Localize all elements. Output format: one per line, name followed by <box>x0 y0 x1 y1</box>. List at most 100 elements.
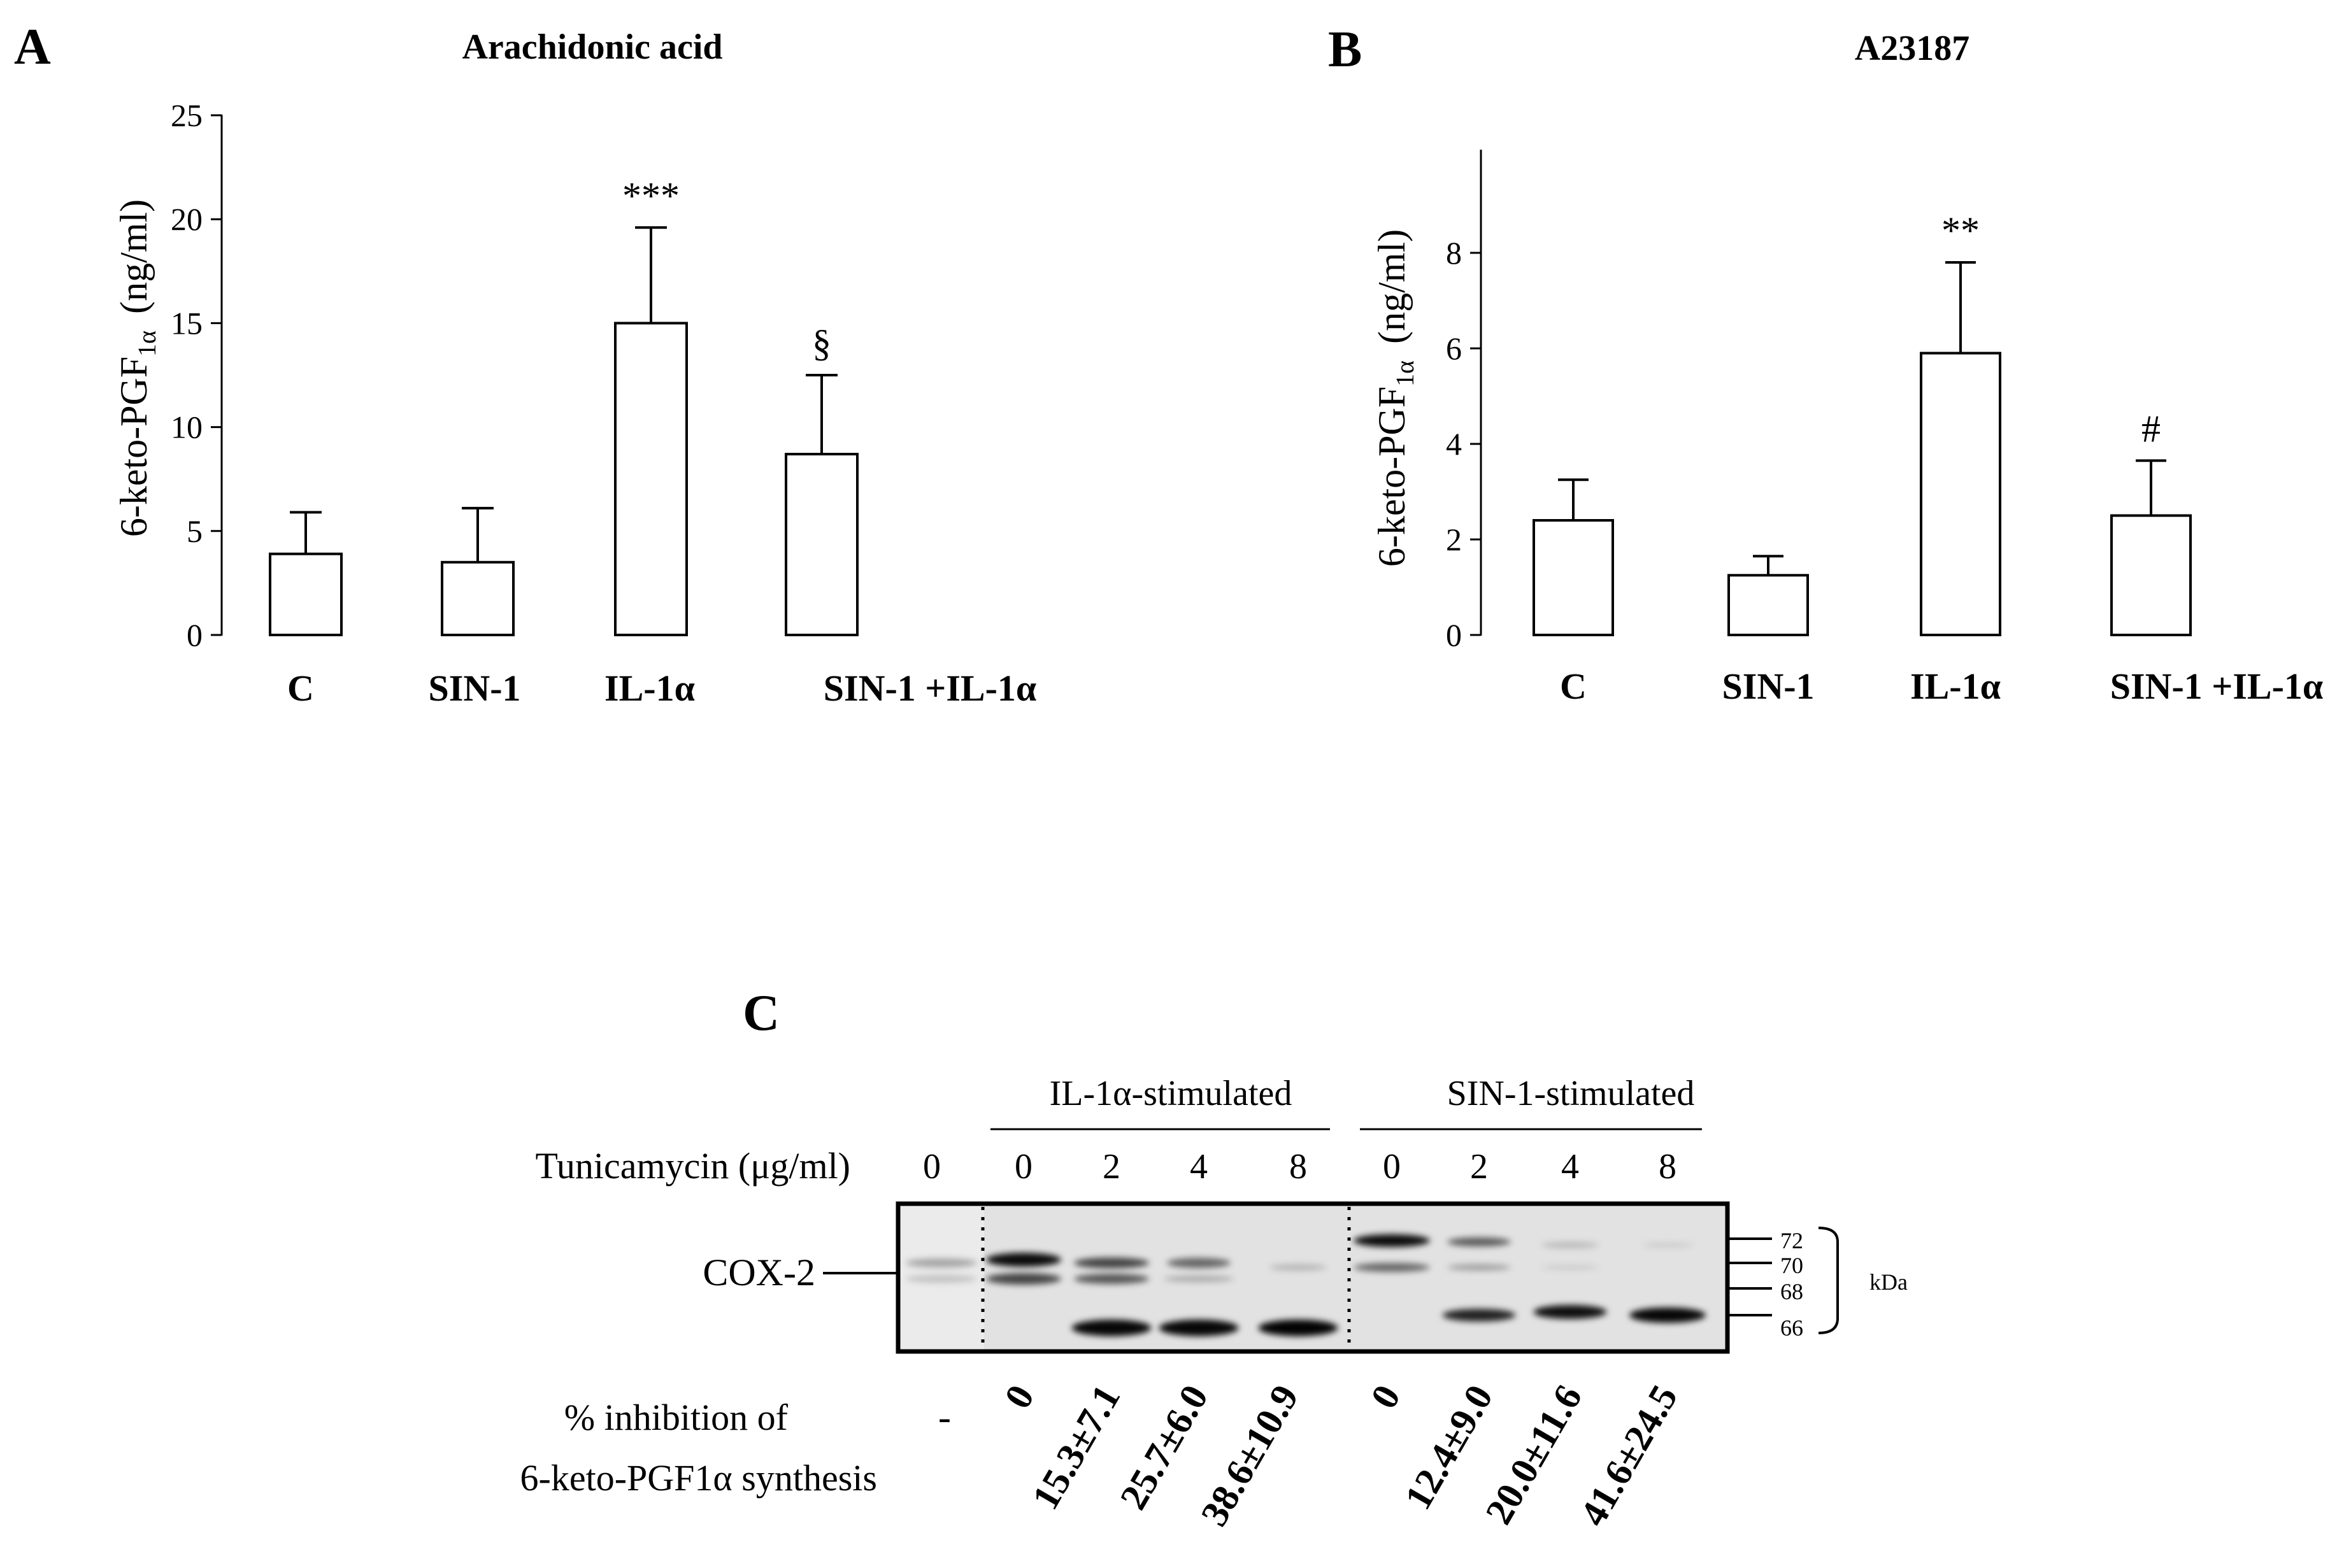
panel-b-ylabel-unit: (ng/ml) <box>1371 229 1413 344</box>
kda-68: 68 <box>1780 1279 1803 1304</box>
lane-label: 0 <box>1015 1147 1033 1187</box>
y-tick-label: 8 <box>1446 235 1462 271</box>
lane-label: 2 <box>1103 1147 1120 1187</box>
blot-band <box>1541 1265 1599 1270</box>
lane-label: 0 <box>923 1147 941 1187</box>
kda-66: 66 <box>1780 1315 1803 1341</box>
inhibition-value: 41.6±24.5 <box>1572 1378 1686 1533</box>
panel-a-ticks: 0 5 10 15 20 25 <box>171 97 222 653</box>
y-tick-label: 0 <box>1446 617 1462 653</box>
bar <box>785 453 859 636</box>
category-label: SIN-1 +IL-1α <box>2110 666 2324 707</box>
lane-label: 4 <box>1561 1147 1579 1187</box>
lane-label: 8 <box>1659 1147 1676 1187</box>
blot-band <box>986 1253 1061 1267</box>
panel-a-category-labels: C SIN-1 IL-1α SIN-1 +IL-1α <box>287 667 1036 709</box>
category-label: SIN-1 +IL-1α <box>824 667 1037 709</box>
bar <box>1920 352 2001 636</box>
lane-label: 2 <box>1470 1147 1488 1187</box>
y-tick-label: 25 <box>171 97 203 133</box>
blot-band <box>1533 1305 1607 1319</box>
significance-mark: § <box>812 322 831 364</box>
y-tick-label: 15 <box>171 305 203 341</box>
blot-band <box>1258 1320 1338 1336</box>
blot-band <box>1642 1243 1693 1248</box>
panel-b-ylabel-sub: 1α <box>1390 360 1419 387</box>
panel-c-letter: C <box>743 985 780 1041</box>
kda-72: 72 <box>1780 1228 1803 1253</box>
inhibition-value: 0 <box>1362 1378 1408 1416</box>
panel-a-bars: *** § <box>269 175 859 637</box>
panel-b: B A23187 6-keto-PGF1α (ng/ml) 0 2 4 6 8 ** # C… <box>1328 22 2323 707</box>
blot-band <box>1541 1242 1599 1248</box>
panel-b-category-labels: C SIN-1 IL-1α SIN-1 +IL-1α <box>1560 666 2323 707</box>
y-tick-label: 0 <box>187 617 203 653</box>
blot-band <box>1354 1263 1430 1272</box>
blot-frame <box>896 1201 1730 1354</box>
blot-band <box>1164 1276 1234 1282</box>
lane-label: 8 <box>1289 1147 1307 1187</box>
panel-b-ticks: 0 2 4 6 8 <box>1446 235 1481 653</box>
panel-b-ylabel-main: 6-keto-PGF <box>1371 387 1413 567</box>
blot-band <box>1447 1237 1511 1246</box>
kda-unit: kDa <box>1869 1269 1908 1295</box>
panel-b-title: A23187 <box>1855 29 1969 68</box>
bar <box>2110 514 2192 636</box>
category-label: IL-1α <box>604 667 695 709</box>
inhibition-value: 0 <box>996 1378 1042 1416</box>
y-tick-label: 5 <box>187 513 203 549</box>
bar <box>441 560 515 637</box>
panel-b-ylabel: 6-keto-PGF1α (ng/ml) <box>1371 229 1419 567</box>
y-tick-label: 6 <box>1446 331 1462 366</box>
kda-markers: 72 70 68 66 kDa <box>1727 1227 1908 1341</box>
tunicamycin-label: Tunicamycin (μg/ml) <box>535 1145 850 1187</box>
category-label: C <box>1560 666 1587 707</box>
y-tick-label: 20 <box>171 201 203 237</box>
group-label-il1a: IL-1α-stimulated <box>1050 1074 1292 1113</box>
category-label: C <box>287 667 314 709</box>
blot-band <box>1074 1257 1149 1269</box>
blot-band <box>1442 1309 1516 1322</box>
significance-mark: ** <box>1941 210 1980 252</box>
bar <box>269 552 343 636</box>
blot-band <box>1629 1308 1706 1323</box>
panel-c: C IL-1α-stimulated SIN-1-stimulated Tuni… <box>520 985 1908 1533</box>
inhibition-label-line1: % inhibition of <box>564 1397 789 1438</box>
blot-band <box>1269 1264 1327 1271</box>
significance-mark: # <box>2141 408 2161 450</box>
inhibition-values: -015.3±7.125.7±6.038.6±10.9 012.4±9.020.0… <box>938 1378 1685 1533</box>
bar <box>614 322 688 636</box>
blot-band <box>1071 1320 1152 1336</box>
category-label: IL-1α <box>1910 666 2001 707</box>
panel-a: A Arachidonic acid 6-keto-PGF1α (ng/ml) 0… <box>14 19 1036 709</box>
panel-a-title: Arachidonic acid <box>462 27 722 67</box>
kda-70: 70 <box>1780 1253 1803 1278</box>
bar <box>1533 519 1614 636</box>
lane-label: 4 <box>1190 1147 1208 1187</box>
blot-band <box>1159 1320 1239 1336</box>
panel-b-letter: B <box>1328 22 1362 78</box>
y-tick-label: 2 <box>1446 522 1462 557</box>
blot-band <box>1167 1258 1231 1268</box>
panel-a-letter: A <box>14 19 51 75</box>
blot-band <box>986 1273 1061 1285</box>
blot-band <box>1447 1264 1511 1271</box>
inhibition-label-line2: 6-keto-PGF1α synthesis <box>520 1457 877 1499</box>
blot-band <box>906 1275 977 1283</box>
blot-band <box>1354 1234 1430 1247</box>
group-label-sin1: SIN-1-stimulated <box>1447 1074 1695 1113</box>
panel-b-bars: ** # <box>1533 210 2192 636</box>
kda-bracket <box>1818 1227 1839 1334</box>
cox2-label: COX-2 <box>703 1251 815 1294</box>
blot-band <box>906 1258 977 1267</box>
significance-mark: *** <box>622 175 680 217</box>
blot-band <box>1074 1274 1149 1284</box>
category-label: SIN-1 <box>1722 666 1814 707</box>
panel-a-ylabel: 6-keto-PGF1α (ng/ml) <box>113 199 161 537</box>
category-label: SIN-1 <box>428 667 520 709</box>
y-tick-label: 10 <box>171 410 203 445</box>
panel-a-ylabel-main: 6-keto-PGF <box>113 357 155 537</box>
blot-bands <box>906 1234 1706 1336</box>
bar <box>1727 574 1809 636</box>
